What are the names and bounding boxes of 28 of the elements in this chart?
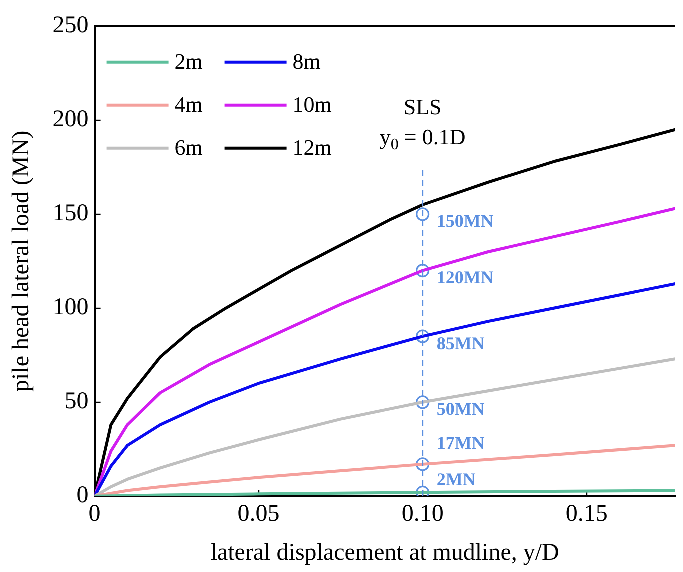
- x-tick-label: 0.05: [238, 501, 280, 528]
- point: [416, 330, 430, 344]
- data-label: 50MN: [436, 399, 485, 420]
- legend-label: 2m: [174, 49, 203, 74]
- legend-label: 12m: [292, 135, 332, 160]
- data-label: 150MN: [436, 211, 494, 232]
- data-label: 85MN: [436, 333, 485, 354]
- y-tick-label: 250: [52, 12, 89, 39]
- point: [416, 208, 430, 222]
- point: [416, 458, 430, 472]
- x-axis-title: lateral displacement at mudline, y/D: [210, 540, 560, 566]
- x-tick-label: 0.15: [566, 501, 608, 528]
- legend-label: 10m: [292, 92, 332, 118]
- point: [416, 396, 430, 410]
- legend-label: 4m: [174, 92, 203, 118]
- y-tick-label: 150: [52, 200, 89, 227]
- legend-label: 8m: [292, 49, 321, 74]
- legend-label: 6m: [174, 135, 203, 160]
- y-tick-label: 200: [52, 106, 89, 133]
- data-label: 17MN: [436, 433, 485, 454]
- x-tick-label: 0.10: [402, 501, 444, 528]
- point: [416, 264, 430, 278]
- y-axis-title: pile head lateral load (MN): [8, 130, 35, 392]
- y-tick-label: 0: [76, 482, 89, 509]
- data-label: 2MN: [436, 469, 476, 490]
- y-tick-label: 50: [64, 388, 89, 415]
- y-tick-label: 100: [52, 294, 89, 321]
- data-label: 120MN: [436, 267, 494, 288]
